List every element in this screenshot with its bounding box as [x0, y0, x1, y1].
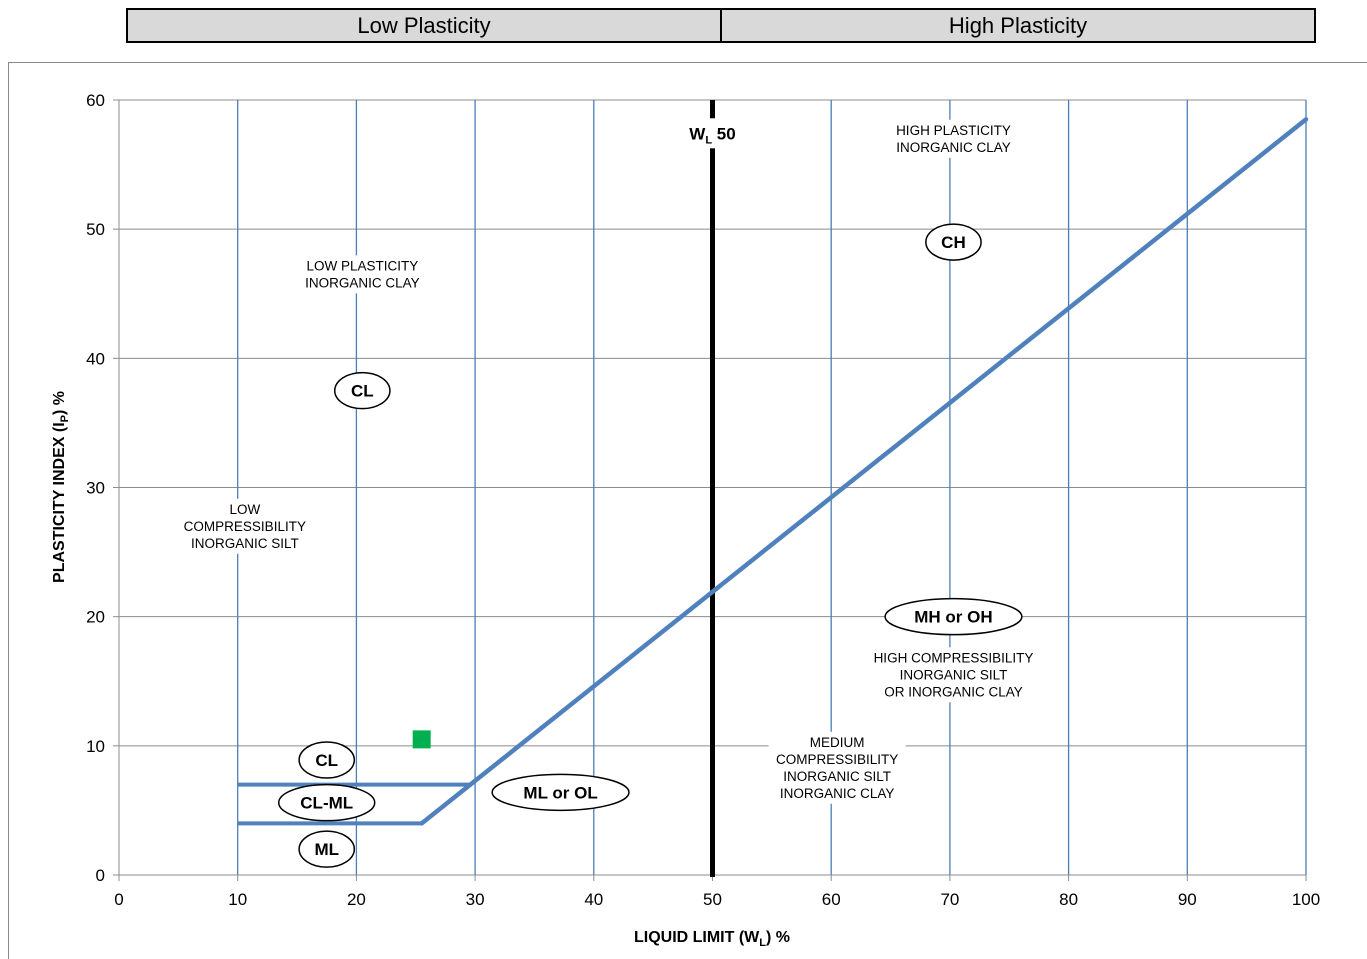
- y-tick-label: 30: [86, 479, 105, 498]
- y-axis-title: PLASTICITY INDEX (IP) %: [51, 391, 71, 583]
- annotation-bg: [176, 498, 314, 554]
- x-tick-label: 40: [584, 890, 603, 909]
- annotation-bg: [863, 647, 1044, 703]
- zone-label: ML: [314, 840, 339, 859]
- x-tick-label: 80: [1059, 890, 1078, 909]
- tick-layer: 0 10 20 30 40 50 60 0 10 20 30 40 50 60 70 80 90 100: [86, 91, 1320, 909]
- zone-label-ellipse: [884, 597, 1023, 636]
- zone-label: CH: [941, 233, 966, 252]
- zone-label-ellipse: [298, 830, 356, 868]
- x-axis-title: LIQUID LIMIT (WL) %: [634, 929, 790, 949]
- label-layer: LOW PLASTICITY INORGANIC CLAY HIGH PLASTIC…: [176, 118, 1044, 868]
- zone-label: CL: [315, 751, 338, 770]
- low-plasticity-header: Low Plasticity: [357, 12, 491, 38]
- y-tick-label: 50: [86, 220, 105, 239]
- zone-annotation: HIGH PLASTICITY INORGANIC CLAY: [896, 123, 1011, 155]
- grid-layer: [113, 99, 1307, 881]
- zone-label: CL-ML: [300, 794, 353, 813]
- y-tick-label: 0: [96, 866, 105, 885]
- x-tick-label: 100: [1292, 890, 1320, 909]
- annotation-bg: [884, 119, 1022, 158]
- high-plasticity-header: High Plasticity: [720, 10, 1314, 41]
- plasticity-header: Low Plasticity High Plasticity: [126, 8, 1316, 43]
- zone-label: ML or OL: [523, 783, 597, 802]
- data-point: [412, 730, 431, 749]
- y-tick-label: 60: [86, 91, 105, 110]
- zone-label: MH or OH: [914, 608, 992, 627]
- a-line: [419, 117, 1309, 826]
- zone-annotation: LOW COMPRESSIBILITY INORGANIC SILT: [184, 502, 306, 551]
- chart-frame: [8, 62, 1367, 959]
- zone-annotation: LOW PLASTICITY INORGANIC CLAY: [305, 258, 420, 290]
- y-tick-label: 10: [86, 737, 105, 756]
- zone-label-ellipse: [925, 223, 982, 261]
- x-tick-label: 70: [940, 890, 959, 909]
- zone-label-ellipse: [277, 783, 376, 822]
- x-tick-label: 10: [228, 890, 247, 909]
- x-tick-label: 0: [114, 890, 123, 909]
- x-tick-label: 30: [466, 890, 485, 909]
- y-tick-label: 20: [86, 608, 105, 627]
- zone-annotation: HIGH COMPRESSIBILITY INORGANIC SILT OR INO…: [874, 650, 1034, 699]
- y-tick-label: 40: [86, 349, 105, 368]
- wl50-label: WL 50: [689, 124, 735, 146]
- zone-label-ellipse: [298, 741, 356, 779]
- x-tick-label: 60: [822, 890, 841, 909]
- annotation-bg: [768, 731, 906, 804]
- wl50-label-bg: [674, 118, 751, 149]
- zone-annotation: MEDIUM COMPRESSIBILITY INORGANIC SILT INORG…: [776, 735, 898, 801]
- zone-label-ellipse: [333, 371, 391, 410]
- annotation-bg: [298, 255, 427, 294]
- x-tick-label: 50: [703, 890, 722, 909]
- zone-label: CL: [351, 382, 374, 401]
- zone-label-ellipse: [491, 773, 630, 812]
- x-tick-label: 90: [1178, 890, 1197, 909]
- line-layer: [237, 100, 1309, 877]
- x-tick-label: 20: [347, 890, 366, 909]
